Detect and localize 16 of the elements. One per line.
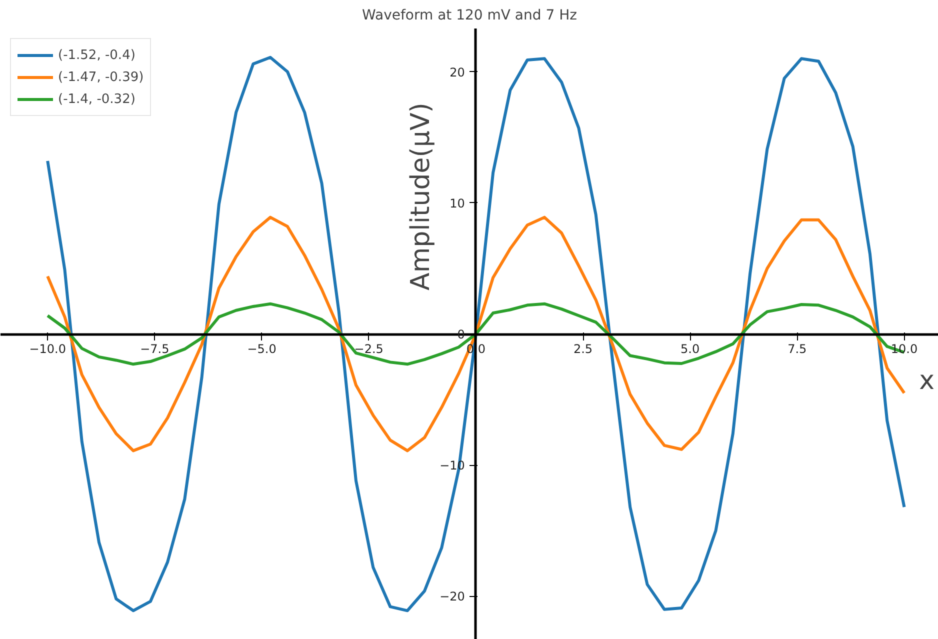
x-tick-label: −10.0 [29, 342, 66, 356]
x-tick-label: −7.5 [140, 342, 170, 356]
x-axis-title: x [919, 366, 935, 396]
chart-title: Waveform at 120 mV and 7 Hz [362, 8, 577, 24]
x-tick-label: −5.0 [247, 342, 276, 356]
legend-label: (-1.52, -0.4) [58, 48, 136, 62]
x-tick-label: 5.0 [680, 342, 700, 356]
legend-label: (-1.4, -0.32) [58, 92, 136, 106]
y-tick-label: 20 [450, 65, 465, 80]
x-tick-label: 7.5 [788, 342, 807, 356]
x-tick-label: 2.5 [573, 342, 593, 356]
y-tick-label: −20 [440, 590, 465, 604]
legend-label: (-1.47, -0.39) [58, 70, 144, 84]
x-tick-label: −2.5 [354, 342, 384, 356]
y-tick-label: 10 [450, 196, 465, 210]
y-axis-title: Amplitude(μV) [406, 102, 436, 290]
